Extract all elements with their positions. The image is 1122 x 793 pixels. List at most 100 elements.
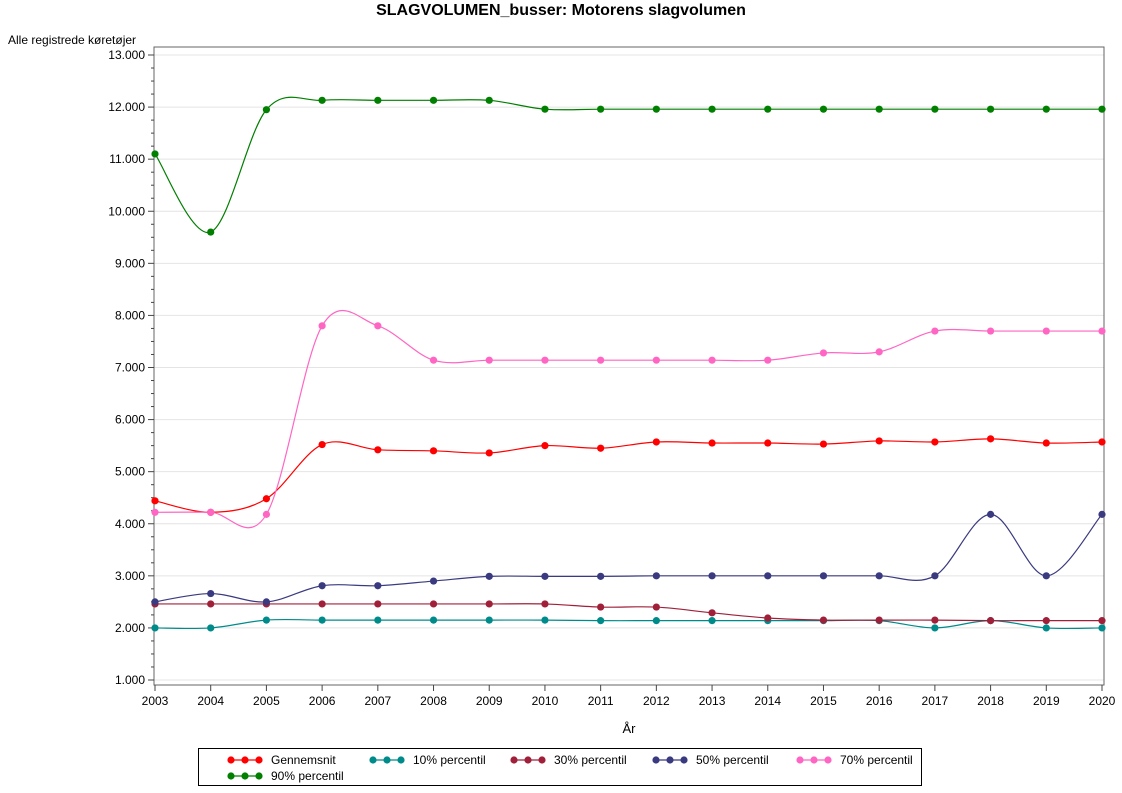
- series-line: [154, 618, 1103, 630]
- data-point: [652, 356, 660, 364]
- y-tick-label: 10.000: [108, 204, 145, 218]
- y-axis-label: Alle registrede køretøjer: [8, 33, 136, 47]
- x-tick-label: 2018: [977, 694, 1004, 708]
- series-50-percentil: [151, 510, 1106, 606]
- x-tick-label: 2015: [810, 694, 837, 708]
- data-point: [597, 603, 605, 611]
- series-gennemsnit: [151, 435, 1106, 516]
- data-point: [652, 617, 660, 625]
- data-point: [318, 322, 326, 330]
- data-point: [819, 572, 828, 580]
- legend-item: 50% percentil: [652, 752, 792, 768]
- data-point: [986, 435, 995, 443]
- legend-label: 90% percentil: [271, 769, 344, 783]
- data-point: [541, 572, 549, 580]
- data-point: [429, 600, 438, 608]
- data-point: [485, 600, 493, 608]
- data-point: [262, 495, 271, 503]
- data-point: [597, 356, 605, 364]
- data-point: [708, 105, 716, 113]
- data-point: [1098, 617, 1106, 625]
- data-point: [429, 577, 438, 585]
- series-30-percentil: [151, 600, 1106, 625]
- data-point: [597, 105, 605, 113]
- data-point: [875, 616, 883, 624]
- data-point: [931, 572, 939, 580]
- data-point: [819, 105, 828, 113]
- legend-marker: [227, 756, 263, 764]
- series-lines: [151, 96, 1106, 632]
- legend-item: 90% percentil: [227, 768, 367, 784]
- data-point: [875, 437, 883, 445]
- y-tick-label: 11.000: [109, 152, 145, 166]
- legend-marker: [369, 756, 405, 764]
- data-point: [541, 616, 549, 624]
- data-point: [931, 624, 939, 632]
- legend-marker: [227, 772, 263, 780]
- y-tick-label: 5.000: [115, 465, 145, 479]
- y-tick-label: 7.000: [115, 361, 145, 375]
- x-tick-label: 2020: [1089, 694, 1116, 708]
- chart-title: SLAGVOLUMEN_busser: Motorens slagvolumen: [376, 2, 746, 19]
- data-point: [875, 572, 883, 580]
- data-point: [374, 96, 382, 104]
- data-point: [652, 438, 660, 446]
- data-point: [207, 228, 215, 236]
- data-point: [541, 600, 549, 608]
- series-line: [155, 603, 1102, 622]
- legend-item: 10% percentil: [369, 752, 509, 768]
- y-tick-label: 1.000: [115, 673, 145, 687]
- series-90-percentil: [151, 96, 1106, 236]
- data-point: [819, 440, 828, 448]
- data-point: [1042, 439, 1050, 447]
- y-tick-label: 12.000: [108, 100, 145, 114]
- data-point: [931, 105, 939, 113]
- data-point: [764, 439, 772, 447]
- data-point: [764, 105, 772, 113]
- x-tick-label: 2005: [253, 694, 280, 708]
- data-point: [429, 447, 438, 455]
- data-point: [597, 617, 605, 625]
- y-tick-label: 3.000: [115, 569, 145, 583]
- data-point: [262, 616, 271, 624]
- data-point: [1098, 438, 1106, 446]
- legend-label: 10% percentil: [413, 753, 486, 767]
- data-point: [1042, 572, 1050, 580]
- legend-marker: [652, 756, 688, 764]
- legend-item: Gennemsnit: [227, 752, 367, 768]
- data-point: [1042, 105, 1050, 113]
- data-point: [429, 356, 438, 364]
- data-point: [819, 349, 828, 357]
- data-point: [764, 356, 772, 364]
- y-tick-label: 13.000: [108, 48, 145, 62]
- x-tick-label: 2006: [309, 694, 336, 708]
- data-point: [207, 508, 215, 516]
- x-tick-label: 2007: [364, 694, 391, 708]
- data-point: [541, 356, 549, 364]
- x-tick-label: 2004: [197, 694, 224, 708]
- data-point: [1098, 327, 1106, 335]
- legend-label: Gennemsnit: [271, 753, 336, 767]
- data-point: [819, 616, 828, 624]
- data-point: [875, 105, 883, 113]
- series-70-percentil: [151, 310, 1106, 529]
- grid-lines: [154, 54, 1104, 681]
- data-point: [318, 96, 326, 104]
- data-point: [151, 497, 159, 505]
- legend-label: 70% percentil: [840, 753, 913, 767]
- series-line: [154, 438, 1103, 513]
- data-point: [875, 348, 883, 356]
- data-point: [318, 616, 326, 624]
- legend-item: 70% percentil: [796, 752, 936, 768]
- data-point: [541, 442, 549, 450]
- data-point: [1098, 105, 1106, 113]
- legend-marker: [510, 756, 546, 764]
- y-tick-label: 4.000: [115, 517, 145, 531]
- series-line: [154, 513, 1103, 603]
- y-tick-label: 9.000: [115, 256, 145, 270]
- data-point: [485, 616, 493, 624]
- data-point: [708, 617, 716, 625]
- data-point: [485, 356, 493, 364]
- data-point: [429, 616, 438, 624]
